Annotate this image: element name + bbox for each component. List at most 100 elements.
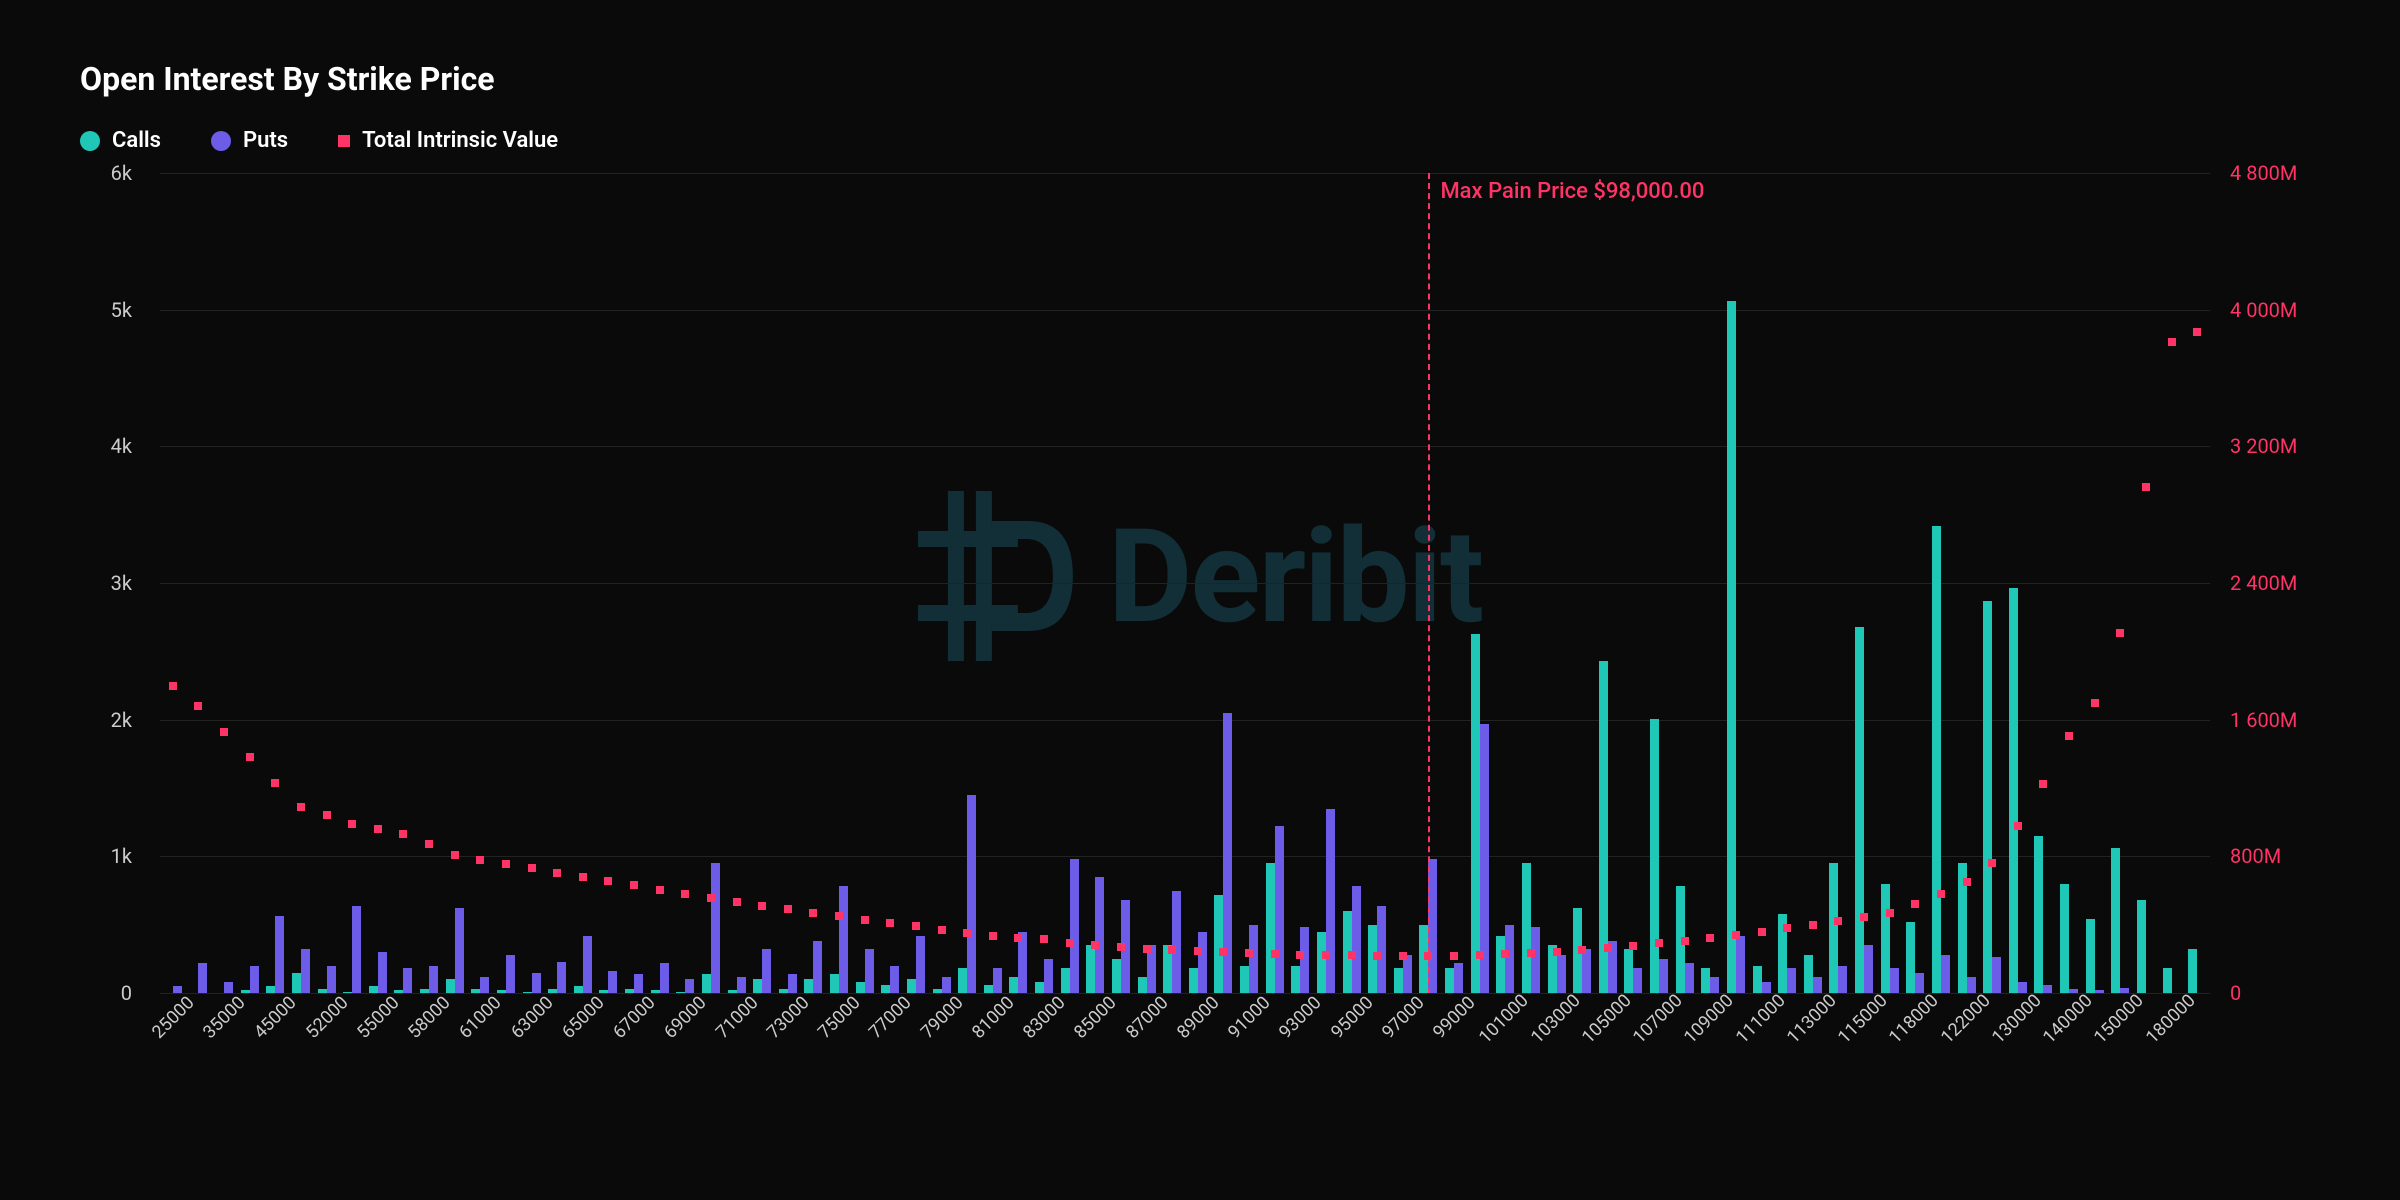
intrinsic-point[interactable]: [1322, 951, 1330, 959]
bar-calls[interactable]: [1881, 884, 1890, 993]
intrinsic-point[interactable]: [1117, 943, 1125, 951]
bar-calls[interactable]: [1932, 526, 1941, 993]
bar-calls[interactable]: [1471, 634, 1480, 993]
bar-puts[interactable]: [1326, 809, 1335, 994]
intrinsic-point[interactable]: [681, 890, 689, 898]
bar-calls[interactable]: [1496, 936, 1505, 993]
bar-calls[interactable]: [1855, 627, 1864, 993]
bar-puts[interactable]: [224, 982, 233, 993]
bar-puts[interactable]: [890, 966, 899, 993]
intrinsic-point[interactable]: [476, 856, 484, 864]
bar-puts[interactable]: [1762, 982, 1771, 993]
bar-puts[interactable]: [429, 966, 438, 993]
bar-calls[interactable]: [1189, 968, 1198, 993]
bar-calls[interactable]: [1599, 661, 1608, 993]
intrinsic-point[interactable]: [1373, 952, 1381, 960]
intrinsic-point[interactable]: [938, 926, 946, 934]
intrinsic-point[interactable]: [1348, 951, 1356, 959]
intrinsic-point[interactable]: [1911, 900, 1919, 908]
bar-calls[interactable]: [1035, 982, 1044, 993]
bar-puts[interactable]: [967, 795, 976, 993]
intrinsic-point[interactable]: [1527, 949, 1535, 957]
intrinsic-point[interactable]: [579, 873, 587, 881]
intrinsic-point[interactable]: [2039, 780, 2047, 788]
intrinsic-point[interactable]: [1988, 859, 1996, 867]
intrinsic-point[interactable]: [1963, 878, 1971, 886]
bar-calls[interactable]: [2086, 919, 2095, 993]
bar-puts[interactable]: [788, 974, 797, 993]
intrinsic-point[interactable]: [1014, 934, 1022, 942]
bar-puts[interactable]: [1454, 963, 1463, 993]
legend-intrinsic[interactable]: Total Intrinsic Value: [338, 128, 558, 153]
bar-puts[interactable]: [480, 977, 489, 993]
bar-puts[interactable]: [532, 973, 541, 994]
bar-puts[interactable]: [839, 886, 848, 993]
intrinsic-point[interactable]: [1091, 941, 1099, 949]
intrinsic-point[interactable]: [451, 851, 459, 859]
intrinsic-point[interactable]: [1553, 948, 1561, 956]
bar-puts[interactable]: [942, 977, 951, 993]
bar-puts[interactable]: [583, 936, 592, 993]
bar-puts[interactable]: [608, 971, 617, 993]
bar-puts[interactable]: [250, 966, 259, 993]
bar-puts[interactable]: [1403, 955, 1412, 993]
plot-area[interactable]: Max Pain Price $98,000.00: [160, 173, 2210, 993]
bar-puts[interactable]: [660, 963, 669, 993]
intrinsic-point[interactable]: [348, 820, 356, 828]
intrinsic-point[interactable]: [1604, 944, 1612, 952]
intrinsic-point[interactable]: [835, 912, 843, 920]
bar-puts[interactable]: [813, 941, 822, 993]
bar-calls[interactable]: [1983, 601, 1992, 993]
bar-puts[interactable]: [685, 979, 694, 993]
bar-calls[interactable]: [1009, 977, 1018, 993]
bar-calls[interactable]: [446, 979, 455, 993]
bar-puts[interactable]: [403, 968, 412, 993]
intrinsic-point[interactable]: [733, 898, 741, 906]
bar-puts[interactable]: [1044, 959, 1053, 993]
intrinsic-point[interactable]: [1501, 950, 1509, 958]
bar-puts[interactable]: [1787, 968, 1796, 993]
bar-calls[interactable]: [804, 979, 813, 993]
bar-puts[interactable]: [506, 955, 515, 993]
bar-puts[interactable]: [1967, 977, 1976, 993]
bar-puts[interactable]: [993, 968, 1002, 993]
bar-calls[interactable]: [1138, 977, 1147, 993]
intrinsic-point[interactable]: [1783, 924, 1791, 932]
intrinsic-point[interactable]: [220, 728, 228, 736]
bar-puts[interactable]: [2018, 982, 2027, 993]
intrinsic-point[interactable]: [1809, 921, 1817, 929]
bar-calls[interactable]: [2188, 949, 2197, 993]
bar-calls[interactable]: [1753, 966, 1762, 993]
intrinsic-point[interactable]: [425, 840, 433, 848]
intrinsic-point[interactable]: [912, 922, 920, 930]
intrinsic-point[interactable]: [2091, 699, 2099, 707]
bar-calls[interactable]: [369, 986, 378, 993]
intrinsic-point[interactable]: [2193, 328, 2201, 336]
bar-puts[interactable]: [865, 949, 874, 993]
bar-puts[interactable]: [711, 863, 720, 993]
bar-calls[interactable]: [1061, 968, 1070, 993]
bar-puts[interactable]: [1864, 945, 1873, 993]
bar-puts[interactable]: [1915, 973, 1924, 994]
intrinsic-point[interactable]: [271, 779, 279, 787]
bar-puts[interactable]: [1095, 877, 1104, 993]
intrinsic-point[interactable]: [1296, 951, 1304, 959]
bar-calls[interactable]: [1650, 719, 1659, 993]
bar-calls[interactable]: [1906, 922, 1915, 993]
bar-calls[interactable]: [1394, 968, 1403, 993]
intrinsic-point[interactable]: [809, 909, 817, 917]
bar-calls[interactable]: [2111, 848, 2120, 993]
bar-calls[interactable]: [1214, 895, 1223, 993]
intrinsic-point[interactable]: [1732, 931, 1740, 939]
bar-puts[interactable]: [1557, 955, 1566, 993]
bar-puts[interactable]: [301, 949, 310, 993]
bar-puts[interactable]: [916, 936, 925, 993]
bar-calls[interactable]: [881, 985, 890, 993]
bar-puts[interactable]: [198, 963, 207, 993]
bar-puts[interactable]: [173, 986, 182, 993]
bar-puts[interactable]: [1890, 968, 1899, 993]
intrinsic-point[interactable]: [784, 905, 792, 913]
bar-calls[interactable]: [1522, 863, 1531, 993]
bar-calls[interactable]: [1727, 301, 1736, 993]
intrinsic-point[interactable]: [1834, 917, 1842, 925]
